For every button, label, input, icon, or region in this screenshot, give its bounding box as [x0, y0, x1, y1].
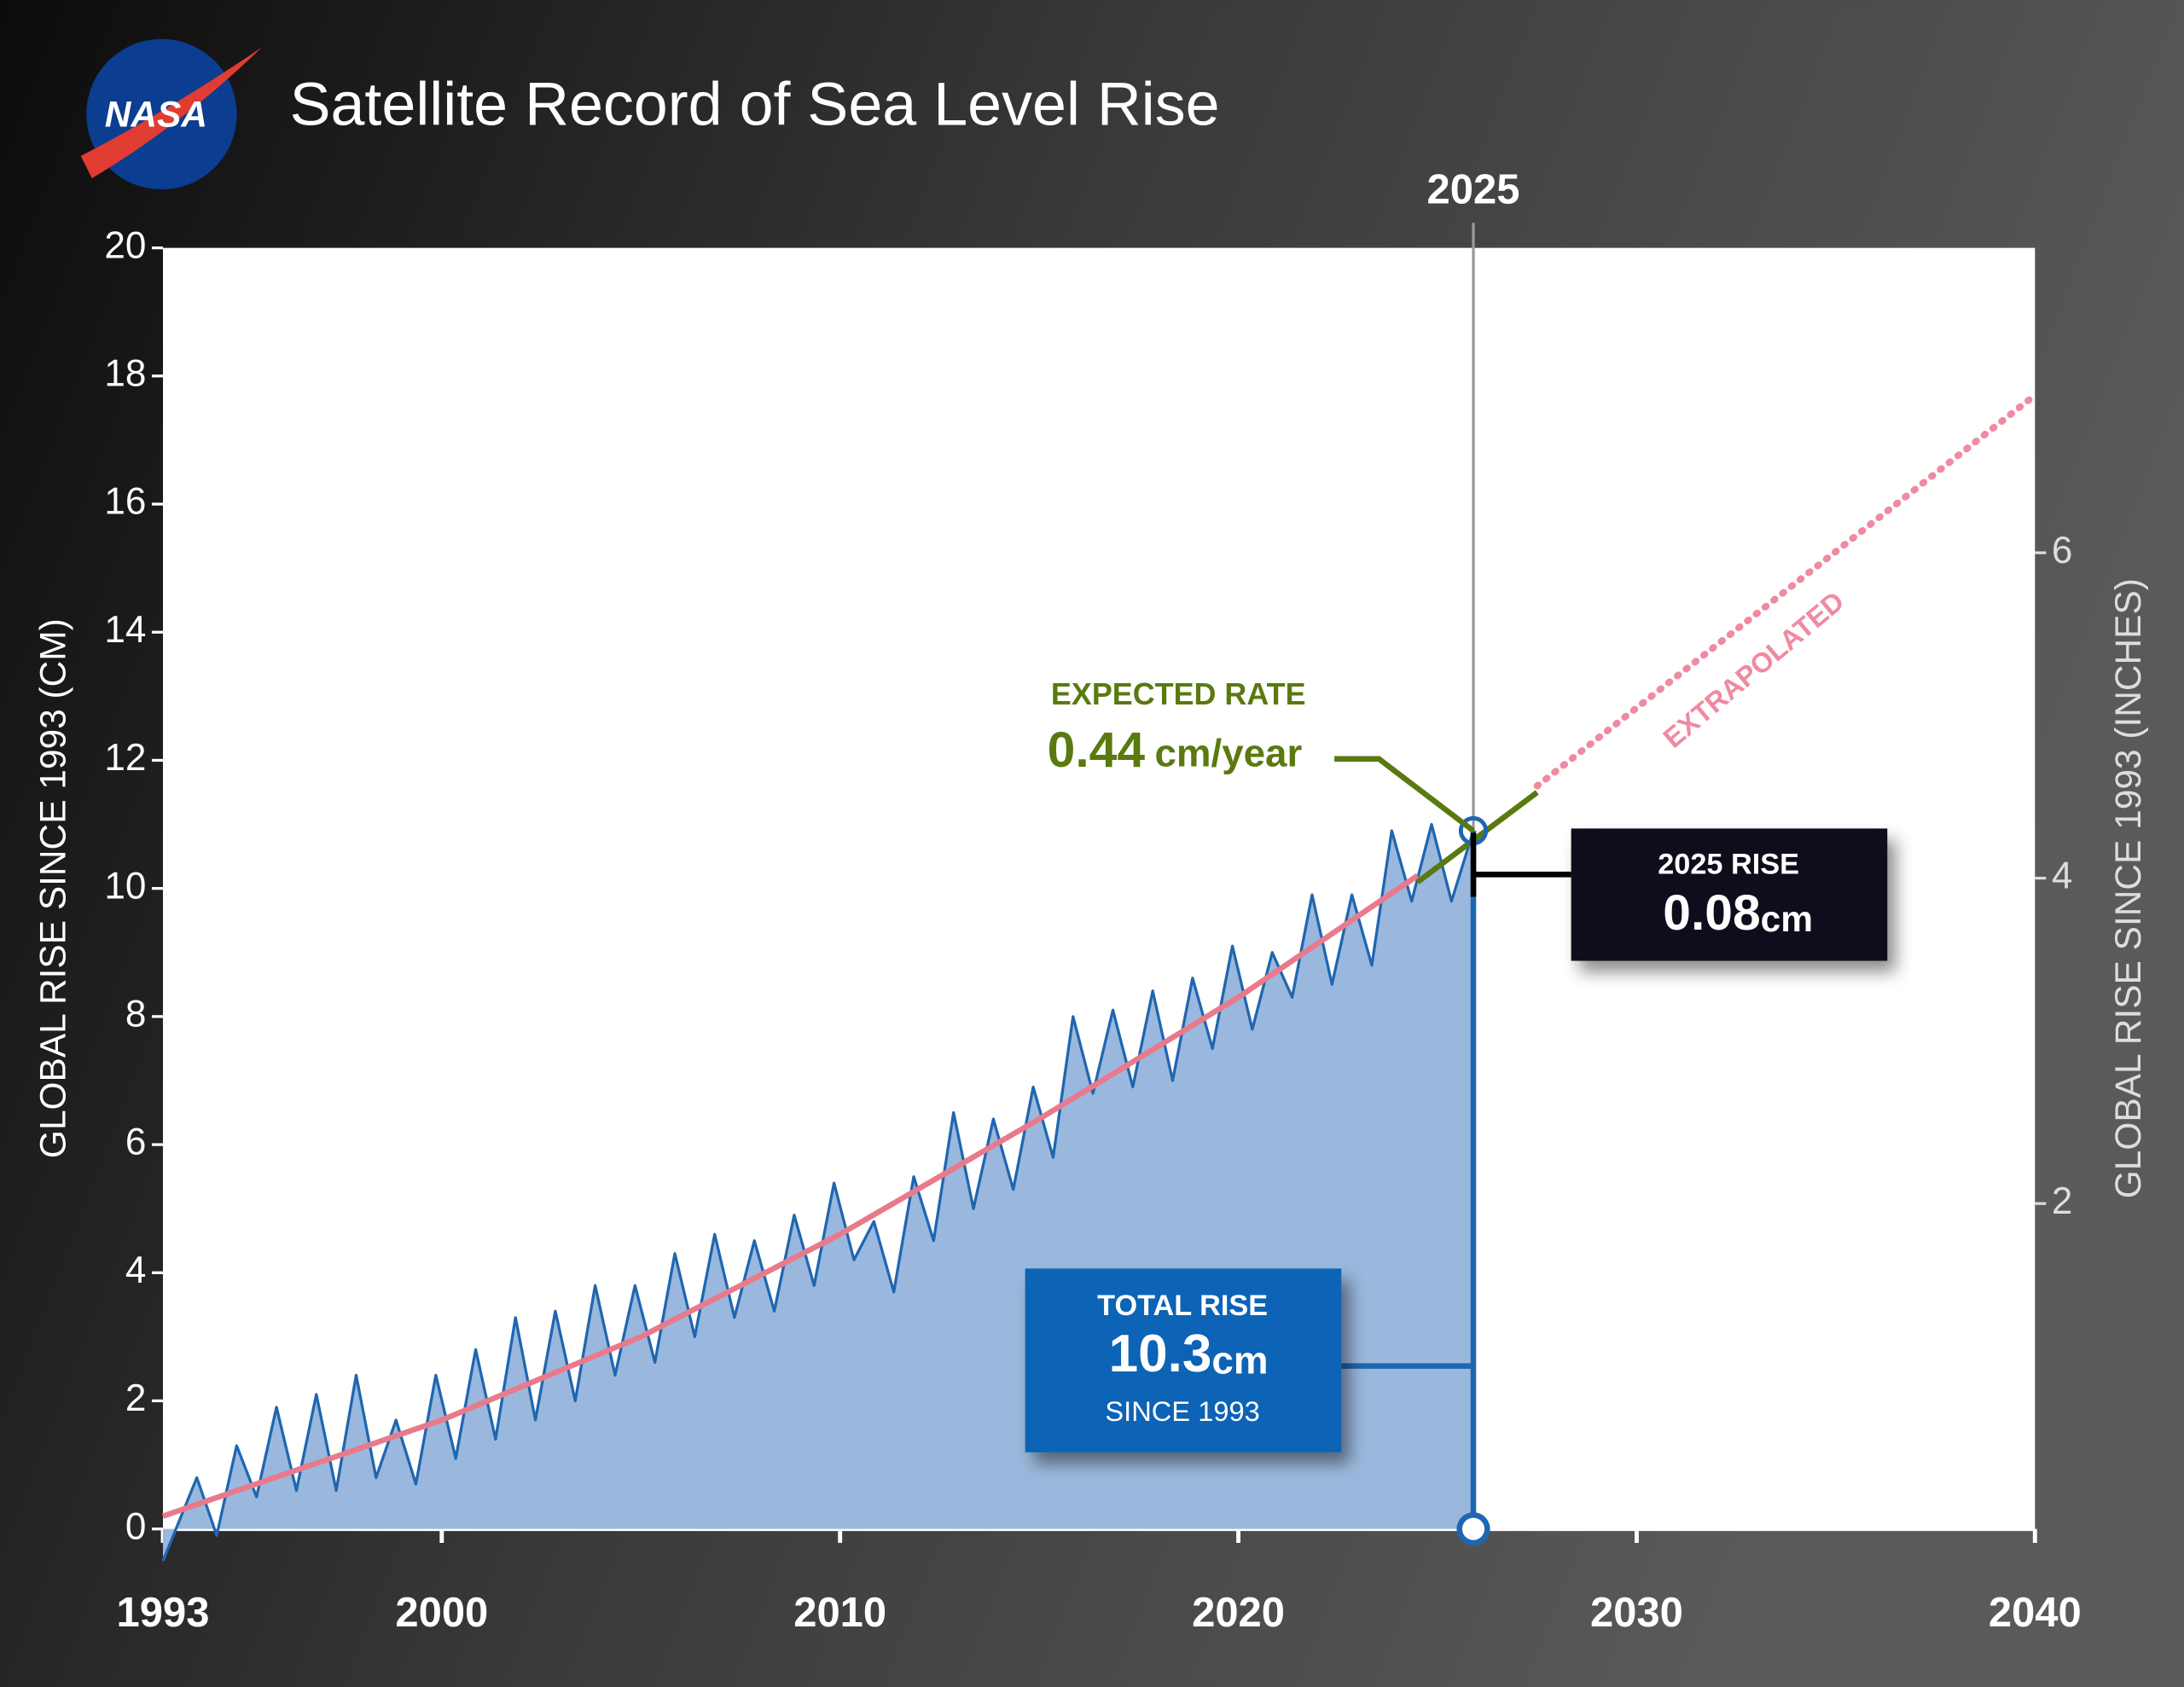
- rise-value: 0.08: [1663, 885, 1760, 941]
- expected-rate-value: 0.44: [1048, 722, 1146, 778]
- y-tick-label: 8: [125, 993, 147, 1035]
- y-tick-label: 10: [104, 865, 146, 907]
- logo-swoosh: [80, 47, 262, 179]
- expected-rate-unit: cm/year: [1154, 732, 1302, 775]
- expected-rate-leader: [1334, 756, 1475, 833]
- y-tick-label: 14: [104, 609, 146, 651]
- marker-label: 2025: [1427, 166, 1520, 212]
- y-tick-label: 2: [125, 1377, 147, 1419]
- rise-label: 2025 RISE: [1658, 849, 1799, 881]
- x-tick-label: 2010: [793, 1590, 886, 1636]
- y-tick-label: 6: [125, 1122, 147, 1163]
- x-tick-label: 2030: [1590, 1590, 1683, 1636]
- logo-text: NASA: [105, 94, 207, 134]
- chart-title: Satellite Record of Sea Level Rise: [290, 70, 1220, 138]
- y-axis-title: GLOBAL RISE SINCE 1993 (CM): [33, 618, 73, 1158]
- x-tick-label: 2040: [1989, 1590, 2082, 1636]
- y-tick-label: 20: [104, 224, 146, 266]
- rise-unit: cm: [1761, 899, 1813, 939]
- extrapolated-line: [1533, 391, 2039, 790]
- expected-rate-label: EXPECTED RATE: [1051, 676, 1306, 711]
- total-value: 10.3: [1109, 1325, 1212, 1383]
- trend-line: [1415, 790, 1539, 884]
- trend-line: [161, 872, 1420, 1519]
- total-box: [1025, 1268, 1342, 1452]
- total-note: SINCE 1993: [1105, 1395, 1259, 1427]
- x-tick-label: 2020: [1192, 1590, 1285, 1636]
- x-tick-label: 1993: [117, 1590, 210, 1636]
- y-tick-label: 0: [125, 1505, 147, 1547]
- y-tick-label: 16: [104, 481, 146, 523]
- total-label: TOTAL RISE: [1097, 1290, 1268, 1322]
- y-tick-label: 18: [104, 352, 146, 394]
- nasa-logo: NASA: [80, 38, 262, 190]
- y-tick-label: 4: [125, 1249, 147, 1291]
- y2-tick-label: 6: [2052, 530, 2073, 571]
- rise-box: [1571, 828, 1888, 961]
- marker-bottom-point: [1456, 1512, 1490, 1546]
- series-line: [161, 822, 1475, 1562]
- y2-tick-label: 4: [2052, 855, 2073, 896]
- x-tick-label: 2000: [395, 1590, 488, 1636]
- y-tick-label: 12: [104, 737, 146, 779]
- y2-axis-title: GLOBAL RISE SINCE 1993 (INCHES): [2108, 578, 2148, 1198]
- total-unit: cm: [1211, 1338, 1268, 1382]
- y2-tick-label: 2: [2052, 1180, 2073, 1222]
